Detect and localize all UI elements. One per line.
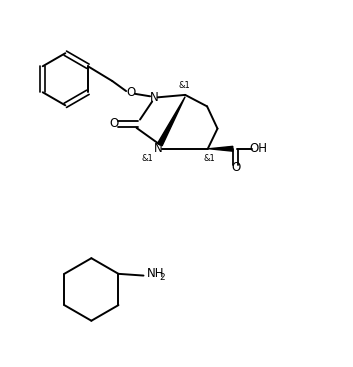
Text: &1: &1 (179, 81, 190, 90)
Polygon shape (157, 97, 185, 146)
Text: 2: 2 (160, 273, 166, 282)
Text: O: O (109, 117, 119, 130)
Text: O: O (126, 86, 135, 99)
Text: O: O (231, 161, 240, 174)
Text: N: N (154, 142, 162, 155)
Text: &1: &1 (204, 154, 215, 163)
Text: &1: &1 (142, 154, 154, 163)
Polygon shape (209, 146, 233, 151)
Text: NH: NH (147, 267, 164, 280)
Text: OH: OH (249, 142, 267, 155)
Text: N: N (150, 91, 158, 104)
